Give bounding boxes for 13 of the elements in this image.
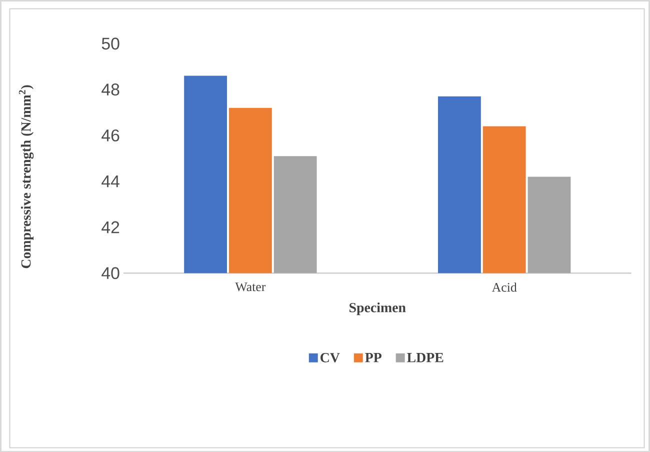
x-tick-label: Water [235,282,266,292]
y-axis-title: Compressive strength (N/mm$^{2}$) [18,85,34,268]
y-tick-label: 46 [102,129,120,142]
y-tick-label: 48 [102,83,120,96]
x-tick-label: Acid [492,282,517,292]
legend-label: LDPE [407,352,444,362]
y-tick-label: 40 [102,266,120,279]
legend-label: PP [365,352,382,362]
y-tick-label: 42 [102,221,120,233]
legend-label: CV [320,352,340,362]
y-tick-label: 50 [102,37,120,50]
y-tick-label: 44 [102,175,120,187]
x-axis-title: Specimen [350,302,406,315]
